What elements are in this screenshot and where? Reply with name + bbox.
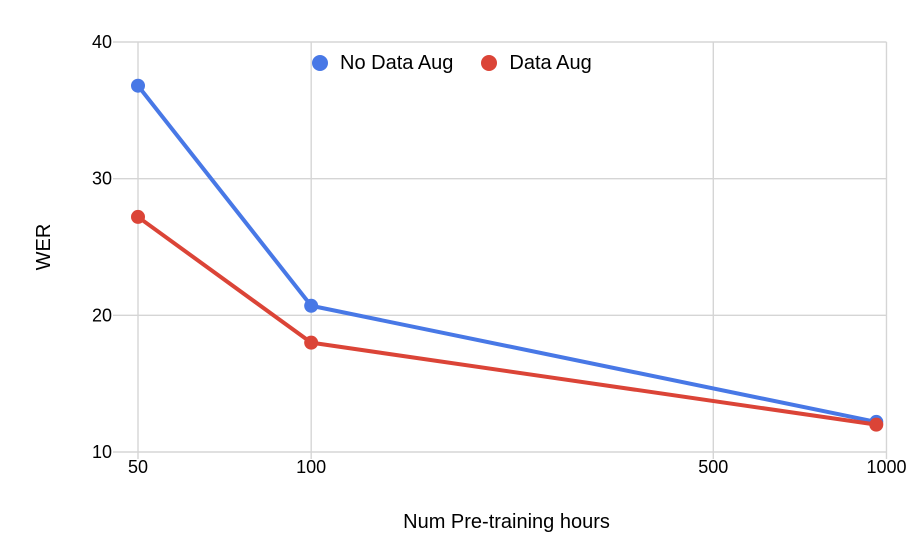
legend-label-data-aug: Data Aug <box>509 51 592 74</box>
data-point-no-data-aug-50 <box>131 78 145 93</box>
x-tick-label-1000: 1000 <box>866 457 906 477</box>
legend-item-no-data-aug: No Data Aug <box>312 52 453 75</box>
y-tick-label-10: 10 <box>92 442 112 462</box>
data-point-data-aug-100 <box>304 335 319 350</box>
y-tick-label-20: 20 <box>92 305 112 325</box>
data-point-data-aug-960 <box>869 417 884 432</box>
series-line-data-aug <box>136 214 879 427</box>
data-point-data-aug-50 <box>131 209 145 224</box>
legend: No Data Aug Data Aug <box>312 52 592 74</box>
x-tick-label-100: 100 <box>296 457 326 477</box>
x-tick-label-50: 50 <box>128 457 148 477</box>
legend-item-data-aug: Data Aug <box>481 51 592 75</box>
x-tick-label-500: 500 <box>698 457 728 477</box>
data-point-no-data-aug-100 <box>304 298 319 313</box>
legend-label-no-data-aug: No Data Aug <box>340 51 454 74</box>
y-tick-label-30: 30 <box>92 169 112 189</box>
x-axis-title: Num Pre-training hours <box>403 511 610 533</box>
legend-marker-no-data-aug-icon <box>312 55 328 71</box>
legend-marker-data-aug-icon <box>481 55 498 71</box>
y-axis-title: WER <box>33 223 55 271</box>
y-tick-label-40: 40 <box>92 32 112 52</box>
